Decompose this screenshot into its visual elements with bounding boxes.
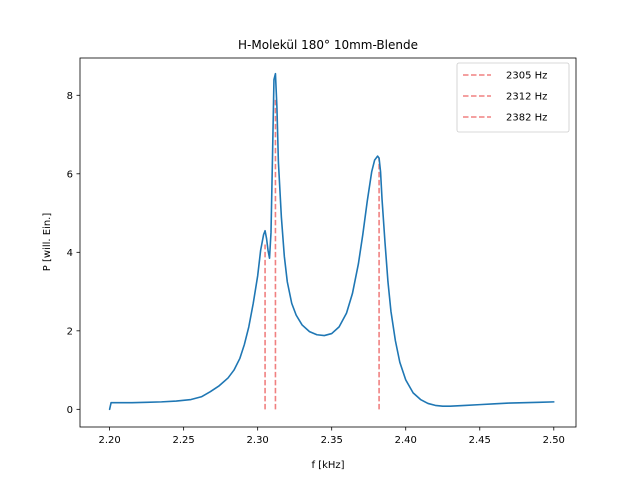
x-tick-label: 2.50 bbox=[543, 435, 565, 446]
legend: 2305 Hz 2312 Hz 2382 Hz bbox=[456, 62, 570, 133]
y-tick-label: 8 bbox=[67, 91, 73, 102]
x-tick-label: 2.35 bbox=[321, 435, 343, 446]
y-axis-title: P [will. Ein.] bbox=[42, 213, 53, 272]
plot-lines bbox=[108, 72, 555, 411]
x-tick-label: 2.45 bbox=[469, 435, 491, 446]
legend-box bbox=[456, 62, 570, 133]
x-axis: 2.20 2.25 2.30 2.35 2.40 2.45 2.50 bbox=[98, 427, 565, 446]
y-axis: 0 2 4 6 8 bbox=[67, 91, 80, 416]
legend-label: 2382 Hz bbox=[506, 113, 547, 124]
x-tick-label: 2.25 bbox=[173, 435, 195, 446]
legend-items: 2305 Hz 2312 Hz 2382 Hz bbox=[463, 71, 547, 124]
y-tick-label: 4 bbox=[67, 248, 73, 259]
x-tick-label: 2.30 bbox=[247, 435, 269, 446]
legend-label: 2312 Hz bbox=[506, 92, 547, 103]
y-tick-label: 6 bbox=[67, 169, 73, 180]
y-tick-label: 2 bbox=[67, 326, 73, 337]
y-tick-label: 0 bbox=[67, 405, 73, 416]
x-tick-label: 2.40 bbox=[395, 435, 417, 446]
x-axis-title: f [kHz] bbox=[311, 460, 344, 471]
plot-frame bbox=[79, 57, 577, 428]
chart-title: H-Molekül 180° 10mm-Blende bbox=[238, 38, 418, 52]
x-tick-label: 2.20 bbox=[98, 435, 120, 446]
spectrum-line bbox=[108, 72, 555, 411]
legend-label: 2305 Hz bbox=[506, 71, 547, 82]
